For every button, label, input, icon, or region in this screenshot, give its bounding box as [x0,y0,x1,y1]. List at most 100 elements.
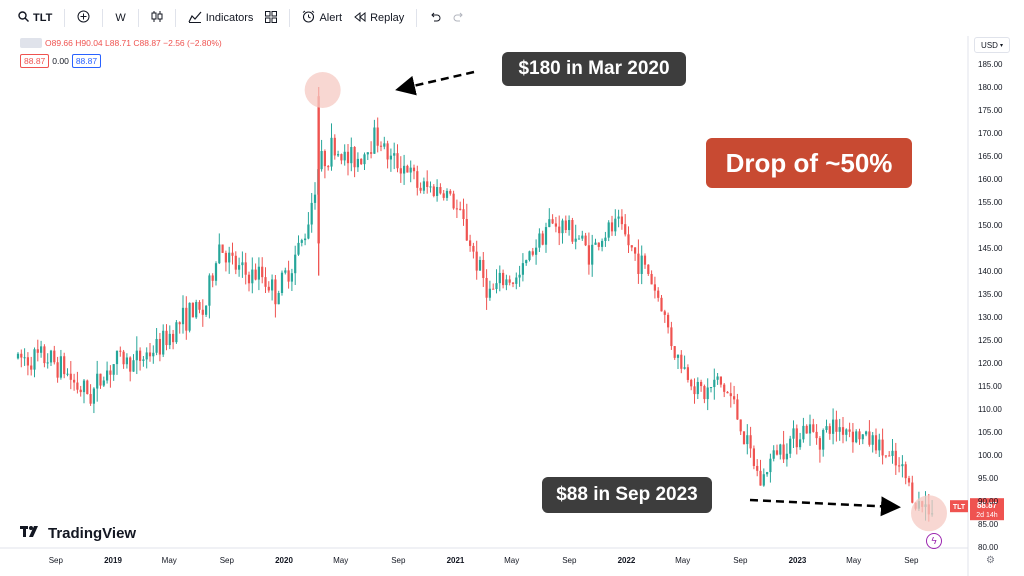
tradingview-logo-text: TradingView [48,525,137,542]
candle-body [119,350,122,352]
compare-button[interactable] [71,5,96,31]
price-tick-label: 175.00 [978,106,1003,115]
candle-body [759,470,762,486]
layouts-button[interactable] [259,5,283,31]
candle-body [363,154,366,165]
peak-highlight [304,72,341,108]
plus-circle-icon [77,10,90,26]
candle-body [86,380,89,395]
candle-body [812,424,815,432]
candle-body [115,350,119,365]
candle-body [594,242,597,245]
candle-body [422,181,425,191]
candle-body [548,219,551,228]
price-tick-label: 150.00 [978,221,1003,230]
ohlc-values: O89.66 H90.04 L88.71 C88.87 −2.56 (−2.80… [45,38,222,48]
candle-body [861,434,864,440]
candle-body [452,193,455,209]
last-price-symbol: TLT [953,504,966,511]
candle-body [577,238,581,240]
candle-body [313,194,317,203]
candle-body [878,439,881,451]
candle-body [280,272,284,294]
price-tick-label: 185.00 [978,60,1003,69]
candle-body [891,450,894,456]
redo-button[interactable] [447,5,471,31]
candle-body [488,288,491,298]
candle-body [630,245,633,248]
candle-body [396,153,399,169]
candle-body [346,151,350,164]
candle-body [82,380,86,393]
candle-body [832,419,835,434]
candle-body [185,307,188,331]
candle-body [709,387,713,389]
candle-body [756,465,759,471]
candle-body [614,218,617,232]
interval-button[interactable]: W [109,5,131,31]
chart-type-button[interactable] [145,5,169,31]
candle-body [323,150,326,167]
candle-body [175,322,178,343]
bid-price[interactable]: 88.87 [20,54,50,68]
lightning-icon[interactable]: ϟ [926,533,942,549]
candle-body [693,386,696,395]
candle-body [106,370,109,381]
divider [137,9,139,27]
candle-body [657,290,660,298]
candle-body [535,247,538,255]
candle-body [231,252,234,256]
price-chart[interactable]: TLT 88.87 2d 14h 80.00 85.00 90.00 95.00 100.0… [0,36,1024,576]
undo-button[interactable] [423,5,447,31]
candle-body [815,431,818,439]
candle-body [568,220,571,231]
candle-body [287,270,290,282]
currency-selector[interactable]: USD ▾ [974,37,1010,53]
price-tick-label: 100.00 [978,451,1003,460]
replay-button[interactable]: Replay [348,5,410,31]
candle-body [165,330,168,346]
candle-body [244,262,247,275]
candle-body [739,419,742,432]
indicators-button[interactable]: Indicators [182,5,260,31]
gear-icon[interactable]: ⚙ [986,555,995,566]
time-tick-label: Sep [220,556,235,565]
candle-body [412,167,416,172]
candle-body [858,431,861,440]
candle-body [736,399,739,420]
candle-body [172,333,175,343]
candle-series: TLT 88.87 2d 14h [16,70,1004,532]
peak-candle-body [317,96,320,244]
price-tick-label: 95.00 [978,474,999,483]
candle-body [264,277,267,287]
indicators-icon [188,11,202,26]
legend-toggle[interactable] [20,38,42,48]
candle-body [333,137,336,156]
candle-body [304,238,307,241]
candle-body [845,429,848,435]
candle-body [26,357,29,366]
candle-body [884,455,887,457]
peak-callout-text: $180 in Mar 2020 [518,58,670,79]
candle-body [828,426,831,434]
candle-body [366,152,369,155]
price-tick-label: 110.00 [978,405,1002,414]
time-tick-label: May [162,556,177,565]
candle-body [234,255,237,270]
candle-body [145,352,148,360]
candle-body [841,427,845,435]
candle-body [310,202,313,225]
candle-body [647,264,650,274]
candlestick-icon [151,10,163,26]
candle-body [49,350,53,363]
alert-button[interactable]: Alert [296,5,348,31]
candle-body [379,145,383,147]
candle-body [221,244,224,253]
candle-body [195,302,198,318]
last-price-value: 88.87 [977,501,998,510]
price-tick-label: 125.00 [978,336,1003,345]
candle-body [109,370,112,375]
price-tick-label: 80.00 [978,543,999,552]
ask-price[interactable]: 88.87 [71,54,102,68]
symbol-search[interactable]: TLT [0,5,58,31]
